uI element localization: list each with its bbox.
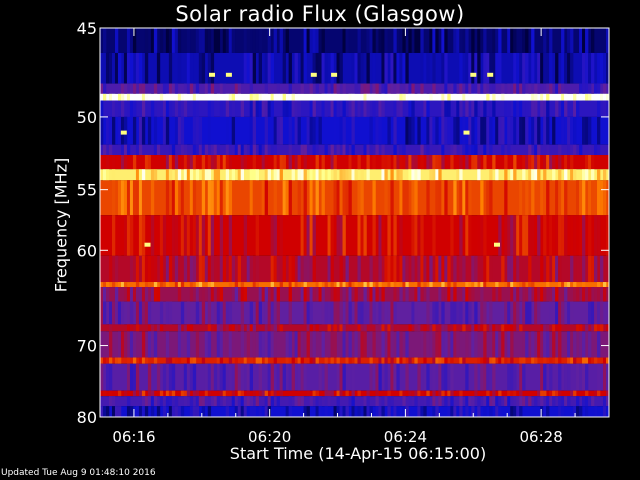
- frequency-band: [100, 331, 609, 358]
- heatmap-area: [100, 28, 610, 417]
- burst-point: [331, 72, 338, 77]
- frequency-band: [100, 100, 610, 117]
- burst-point: [144, 242, 151, 247]
- frequency-band: [100, 255, 609, 283]
- x-axis-label: Start Time (14-Apr-15 06:15:00): [229, 444, 487, 463]
- x-tick-label: 06:16: [112, 428, 155, 446]
- frequency-band: [100, 301, 609, 325]
- chart-title: Solar radio Flux (Glasgow): [175, 2, 465, 26]
- x-tick-label: 06:24: [384, 428, 427, 446]
- frequency-band: [100, 215, 610, 256]
- burst-point: [487, 72, 494, 77]
- frequency-band: [100, 155, 609, 170]
- y-tick-label: 50: [77, 108, 97, 127]
- burst-point: [494, 242, 500, 247]
- x-tick-label: 06:28: [520, 428, 563, 446]
- frequency-band: [100, 116, 609, 145]
- y-axis: 45 50 55 60 70 80: [77, 19, 609, 427]
- frequency-band: [100, 324, 610, 332]
- x-axis: 06:16 06:20 06:24 06:28: [99, 28, 610, 446]
- frequency-band: [100, 406, 610, 417]
- burst-point: [310, 72, 317, 77]
- frequency-band: [100, 180, 609, 216]
- x-tick-label: 06:20: [248, 428, 291, 446]
- frequency-band: [100, 83, 609, 94]
- y-tick-label: 70: [77, 337, 97, 356]
- burst-layer: [120, 72, 500, 247]
- frequency-band: [100, 169, 609, 181]
- burst-point: [209, 72, 215, 77]
- frequency-band: [100, 287, 609, 302]
- updated-timestamp: Updated Tue Aug 9 01:48:10 2016: [1, 468, 156, 478]
- frequency-band: [100, 28, 610, 53]
- frequency-band: [100, 93, 610, 101]
- y-tick-label: 80: [77, 408, 97, 427]
- frequency-band: [100, 52, 610, 84]
- frequency-band: [100, 390, 610, 397]
- y-tick-label: 55: [77, 181, 97, 200]
- y-axis-label: Frequency [MHz]: [51, 157, 71, 293]
- frequency-band: [100, 396, 610, 407]
- frequency-band: [100, 357, 610, 364]
- frequency-band: [100, 144, 609, 156]
- burst-point: [225, 72, 232, 77]
- burst-point: [120, 130, 127, 135]
- frequency-band: [100, 282, 609, 288]
- y-tick-label: 60: [77, 241, 97, 260]
- y-tick-label: 45: [77, 19, 97, 38]
- plot-frame: [99, 27, 610, 418]
- frequency-band: [100, 363, 610, 391]
- burst-point: [463, 130, 470, 135]
- burst-point: [470, 72, 477, 77]
